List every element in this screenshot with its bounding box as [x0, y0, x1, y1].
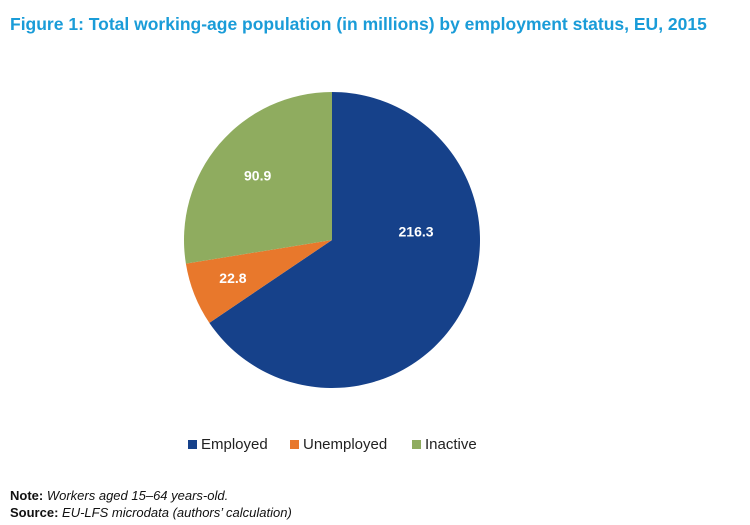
- legend-label-unemployed: Unemployed: [303, 436, 387, 453]
- chart-notes: Note: Workers aged 15–64 years-old. Sour…: [10, 487, 292, 521]
- pie-data-labels: 216.3 22.8 90.9: [219, 167, 433, 286]
- legend-label-employed: Employed: [201, 436, 268, 453]
- legend-label-inactive: Inactive: [425, 436, 477, 453]
- source-text: EU-LFS microdata (authors’ calculation): [62, 505, 292, 520]
- note-label: Note:: [10, 488, 44, 503]
- note-line: Note: Workers aged 15–64 years-old.: [10, 487, 292, 504]
- source-line: Source: EU-LFS microdata (authors’ calcu…: [10, 504, 292, 521]
- legend-item-employed: Employed: [188, 436, 268, 453]
- data-label-inactive: 90.9: [244, 167, 271, 183]
- note-text: Workers aged 15–64 years-old.: [46, 488, 229, 503]
- source-label: Source:: [10, 505, 59, 520]
- pie-slice-unemployed: [185, 240, 332, 323]
- legend-swatch-unemployed: [290, 440, 299, 449]
- legend-item-unemployed: Unemployed: [290, 436, 387, 453]
- legend-swatch-inactive: [412, 440, 421, 449]
- legend-item-inactive: Inactive: [412, 436, 477, 453]
- chart-title: Figure 1: Total working-age population (…: [10, 14, 707, 34]
- pie-slices: [184, 92, 481, 388]
- pie-slice-inactive: [184, 92, 332, 264]
- data-label-employed: 216.3: [399, 223, 434, 239]
- pie-slice-employed: [209, 92, 481, 388]
- legend: Employed Unemployed Inactive: [188, 436, 477, 453]
- data-label-unemployed: 22.8: [219, 270, 246, 286]
- legend-swatch-employed: [188, 440, 197, 449]
